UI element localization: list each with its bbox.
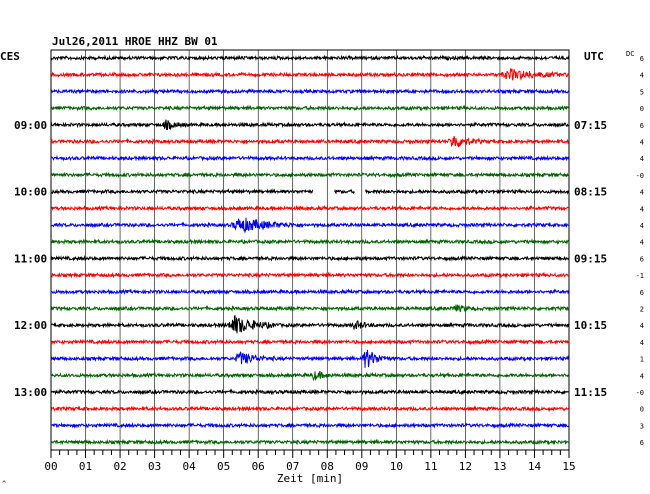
dc-value: 1 <box>640 356 644 364</box>
dc-value: 6 <box>640 55 644 63</box>
time-axis: 00 01 02 03 04 05 06 07 08 09 10 11 12 13 14 15 <box>44 450 576 473</box>
trace-row <box>50 288 570 296</box>
trace-row <box>50 254 570 262</box>
trace-row <box>50 314 570 334</box>
trace-row <box>50 421 570 429</box>
x-axis-label: Zeit [min] <box>277 472 343 485</box>
x-tick-label: 13 <box>493 460 506 473</box>
x-tick-label: 12 <box>459 460 472 473</box>
trace-row <box>50 68 570 81</box>
trace-row <box>50 304 570 313</box>
trace-row <box>50 271 570 279</box>
x-tick-label: 02 <box>113 460 126 473</box>
trace-row <box>50 338 570 346</box>
x-tick-label: 08 <box>321 460 334 473</box>
x-tick-label: 07 <box>286 460 299 473</box>
dc-header-label: DC <box>626 50 634 58</box>
x-tick-label: 00 <box>44 460 57 473</box>
dc-value: -1 <box>636 272 644 280</box>
x-tick-label: 11 <box>424 460 437 473</box>
trace-row <box>50 217 570 234</box>
trace-row <box>50 87 570 95</box>
trace-row <box>51 204 570 212</box>
dc-value: 5 <box>640 88 644 96</box>
x-tick-label: 04 <box>183 460 197 473</box>
row-label-group: 09:00 10:00 11:00 12:00 13:00 07:15 08:15 09:15… <box>14 55 644 447</box>
dc-value: 6 <box>640 255 644 263</box>
dc-value: 6 <box>640 439 644 447</box>
dc-value: 4 <box>640 339 644 347</box>
x-tick-label: 09 <box>355 460 368 473</box>
x-tick-label: 14 <box>528 460 542 473</box>
left-hour-label: 12:00 <box>14 319 47 332</box>
dc-value: 6 <box>640 289 644 297</box>
x-tick-label: 01 <box>79 460 92 473</box>
dc-value: 4 <box>640 205 644 213</box>
left-timezone-label: CES <box>0 50 20 63</box>
trace-row <box>50 349 570 368</box>
dc-value: 4 <box>640 139 644 147</box>
right-hour-label: 09:15 <box>574 252 607 265</box>
x-tick-label: 03 <box>148 460 161 473</box>
trace-row <box>51 171 570 179</box>
trace-row <box>50 388 570 396</box>
dc-value: 0 <box>640 105 644 113</box>
right-hour-label: 07:15 <box>574 119 607 132</box>
dc-value: 6 <box>640 122 644 130</box>
trace-row <box>50 119 570 131</box>
dc-value: 4 <box>640 222 644 230</box>
x-tick-label: 15 <box>562 460 575 473</box>
dc-value: 4 <box>640 239 644 247</box>
x-tick-label: 06 <box>252 460 265 473</box>
trace-row <box>50 54 570 62</box>
dc-value: 4 <box>640 72 644 80</box>
right-timezone-label: UTC <box>584 50 604 63</box>
trace-row <box>50 154 570 162</box>
trace-row <box>50 370 570 382</box>
chart-title: Jul26,2011 HROE HHZ BW 01 <box>52 35 218 48</box>
dc-value: 4 <box>640 189 644 197</box>
trace-row <box>50 135 570 148</box>
left-hour-label: 13:00 <box>14 386 47 399</box>
dc-value: 3 <box>640 422 644 430</box>
trace-group <box>50 54 570 446</box>
trace-row <box>50 238 570 246</box>
left-hour-label: 11:00 <box>14 252 47 265</box>
dc-value: 4 <box>640 155 644 163</box>
corner-mark: ^ <box>2 480 6 488</box>
right-hour-label: 10:15 <box>574 319 607 332</box>
trace-row <box>50 104 570 112</box>
trace-row <box>50 438 570 446</box>
dc-value: 4 <box>640 372 644 380</box>
dc-value: -0 <box>636 389 644 397</box>
trace-row <box>50 405 570 413</box>
trace-row <box>50 188 569 195</box>
dc-value: 0 <box>640 406 644 414</box>
right-hour-label: 11:15 <box>574 386 607 399</box>
dc-value: 4 <box>640 322 644 330</box>
x-tick-label: 05 <box>217 460 230 473</box>
x-tick-label: 10 <box>390 460 403 473</box>
left-hour-label: 09:00 <box>14 119 47 132</box>
left-hour-label: 10:00 <box>14 186 47 199</box>
dc-value: 2 <box>640 306 644 314</box>
dc-value: -0 <box>636 172 644 180</box>
right-hour-label: 08:15 <box>574 186 607 199</box>
